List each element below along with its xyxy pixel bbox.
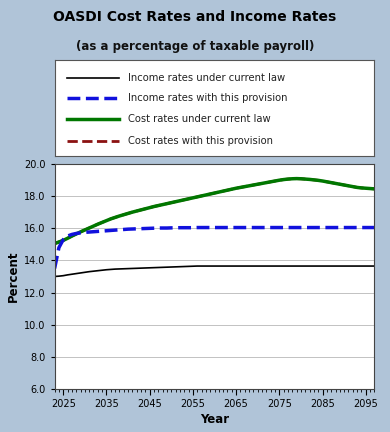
X-axis label: Year: Year xyxy=(200,413,229,426)
Text: Cost rates with this provision: Cost rates with this provision xyxy=(128,136,273,146)
Text: Income rates with this provision: Income rates with this provision xyxy=(128,93,288,104)
Y-axis label: Percent: Percent xyxy=(7,251,20,302)
Text: Income rates under current law: Income rates under current law xyxy=(128,73,285,83)
Text: Cost rates under current law: Cost rates under current law xyxy=(128,114,271,124)
Text: (as a percentage of taxable payroll): (as a percentage of taxable payroll) xyxy=(76,40,314,53)
Text: OASDI Cost Rates and Income Rates: OASDI Cost Rates and Income Rates xyxy=(53,10,337,24)
